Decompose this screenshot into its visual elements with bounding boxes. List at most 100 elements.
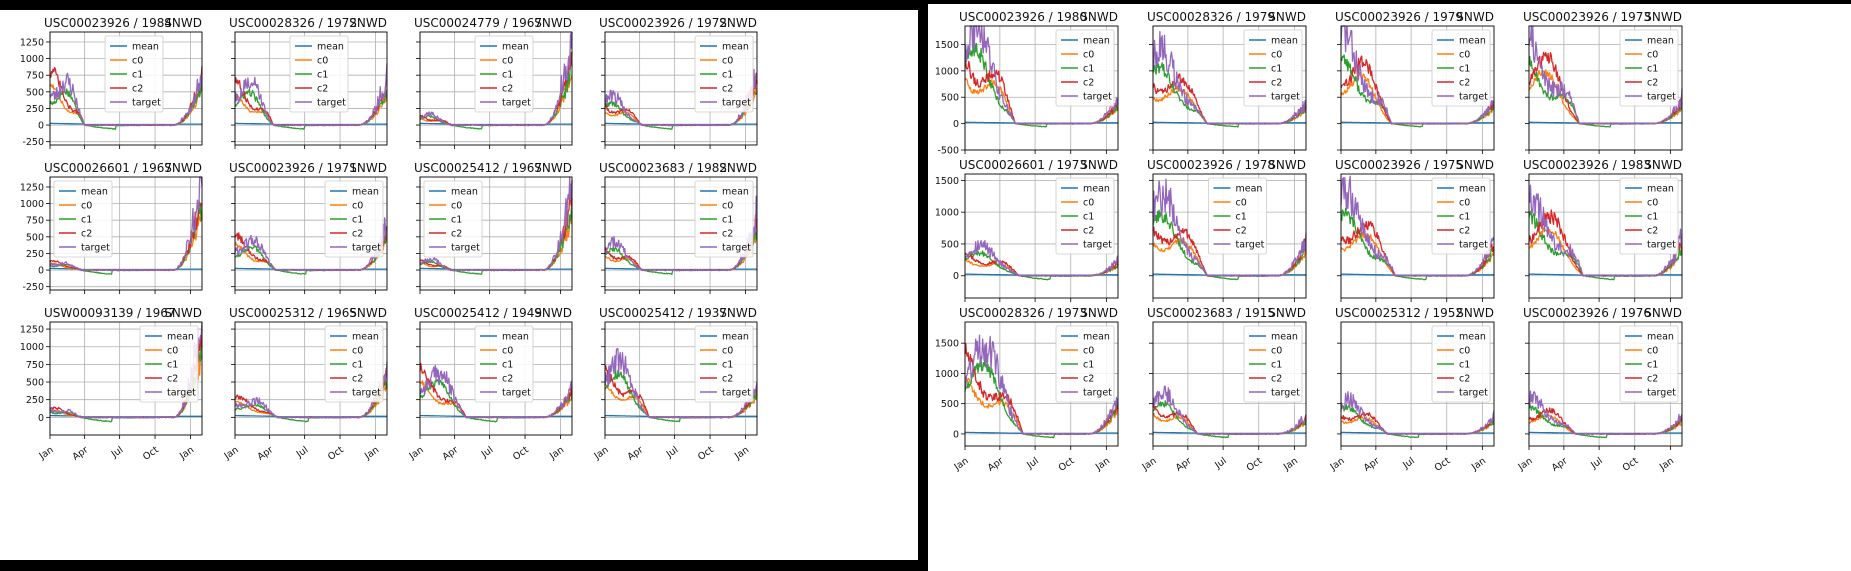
y-tick-label: 750 — [26, 360, 44, 371]
legend-label-target: target — [132, 98, 161, 109]
legend-label-mean: mean — [352, 332, 379, 343]
subplot-measurement: SNWD — [164, 161, 202, 175]
legend-label-c2: c2 — [502, 84, 513, 95]
legend-box — [474, 325, 534, 403]
legend-label-target: target — [1459, 92, 1488, 103]
legend-label-c2: c2 — [1236, 226, 1247, 237]
subplot-measurement: SNWD — [1080, 306, 1118, 320]
subplot-measurement: SNWD — [534, 161, 572, 175]
legend-label-c0: c0 — [1271, 50, 1282, 61]
legend-label-mean: mean — [317, 42, 344, 53]
legend-label-c2: c2 — [1083, 226, 1094, 237]
subplot-measurement: SNWD — [1268, 306, 1306, 320]
subplot-title: USC00028326 / 1973 — [959, 306, 1087, 320]
legend-label-c1: c1 — [502, 70, 513, 81]
legend-box — [139, 325, 199, 403]
legend: mean c0 c1 c2 target — [1619, 177, 1679, 255]
subplot-measurement: SNWD — [1456, 306, 1494, 320]
plot-frame — [604, 321, 758, 436]
legend: mean c0 c1 c2 target — [1055, 177, 1115, 255]
x-tick-label: Jan — [362, 444, 381, 462]
subplot-title: USC00025412 / 1967 — [414, 161, 542, 175]
subplot-title: USC00023926 / 1983 — [1523, 158, 1651, 172]
y-tick-label: 500 — [941, 93, 959, 104]
legend-label-c1: c1 — [1083, 360, 1094, 371]
legend-label-c0: c0 — [1083, 198, 1094, 209]
subplot-title: USC00025412 / 1937 — [599, 306, 727, 320]
legend-label-c0: c0 — [317, 56, 328, 67]
subplot-measurement: SNWD — [1644, 158, 1682, 172]
legend-box — [1619, 177, 1679, 255]
x-tick-label: Jan — [592, 444, 611, 462]
x-tick-label: Jan — [177, 444, 196, 462]
plot-frame — [49, 176, 203, 291]
legend-label-mean: mean — [722, 332, 749, 343]
legend-label-c0: c0 — [1647, 198, 1658, 209]
y-tick-label: 1000 — [20, 342, 44, 353]
subplot-title: USC00023926 / 1975 — [1335, 158, 1463, 172]
legend-label-c0: c0 — [1647, 346, 1658, 357]
legend-label-c1: c1 — [1271, 360, 1282, 371]
y-tick-label: -250 — [22, 282, 44, 293]
subplot-title: USC00026601 / 1967 — [44, 161, 172, 175]
legend-label-c2: c2 — [1271, 374, 1282, 385]
legend-label-c1: c1 — [352, 215, 363, 226]
x-tick-label: Oct — [511, 444, 531, 463]
legend-label-c2: c2 — [1459, 78, 1470, 89]
series-line-target — [964, 334, 1119, 436]
x-tick-label: Jul — [1588, 455, 1605, 471]
legend: mean c0 c1 c2 target — [1208, 177, 1267, 255]
legend-box — [474, 35, 534, 113]
legend-label-c0: c0 — [1083, 346, 1094, 357]
legend-label-c0: c0 — [502, 346, 513, 357]
legend-label-c0: c0 — [451, 201, 462, 212]
y-tick-label: 250 — [26, 104, 44, 115]
plot-frame — [1528, 25, 1683, 151]
legend-label-c0: c0 — [1083, 50, 1094, 61]
legend-box — [1619, 29, 1679, 107]
legend-label-mean: mean — [1271, 36, 1298, 47]
series-line-target — [964, 239, 1119, 278]
legend-box — [1055, 29, 1115, 107]
y-tick-label: 1250 — [20, 37, 44, 48]
legend-label-target: target — [1459, 388, 1488, 399]
legend-box — [104, 35, 164, 113]
legend-label-c0: c0 — [1459, 346, 1470, 357]
y-tick-label: 1000 — [935, 208, 959, 219]
plot-frame — [1152, 321, 1307, 447]
y-tick-label: 500 — [26, 232, 44, 243]
y-tick-label: 750 — [26, 71, 44, 82]
legend-label-c1: c1 — [722, 215, 733, 226]
legend-label-mean: mean — [502, 332, 529, 343]
legend-box — [1055, 177, 1115, 255]
subplot-measurement: SNWD — [1080, 158, 1118, 172]
y-tick-label: 0 — [953, 119, 959, 130]
legend-label-c2: c2 — [1459, 226, 1470, 237]
x-tick-label: Apr — [626, 444, 646, 462]
legend-box — [324, 180, 384, 258]
legend-label-mean: mean — [1647, 332, 1674, 343]
x-tick-label: Jan — [1140, 455, 1159, 473]
x-tick-label: Jul — [1400, 455, 1417, 471]
legend: mean c0 c1 c2 target — [1619, 29, 1679, 107]
subplot-title: USC00028326 / 1972 — [229, 16, 357, 30]
legend-label-c2: c2 — [352, 229, 363, 240]
legend-label-c1: c1 — [1271, 64, 1282, 75]
legend: mean c0 c1 c2 target — [324, 325, 384, 403]
legend-label-mean: mean — [352, 187, 379, 198]
series-line-c0 — [964, 258, 1119, 277]
subplot-measurement: SNWD — [1080, 10, 1118, 24]
legend-label-c2: c2 — [502, 374, 513, 385]
plot-frame — [964, 173, 1119, 299]
y-tick-label: 0 — [953, 429, 959, 440]
subplot-measurement: SNWD — [534, 306, 572, 320]
legend-label-c1: c1 — [1459, 212, 1470, 223]
plot-frame — [1152, 25, 1307, 151]
legend-label-target: target — [167, 388, 196, 399]
x-tick-label: Apr — [986, 455, 1006, 473]
